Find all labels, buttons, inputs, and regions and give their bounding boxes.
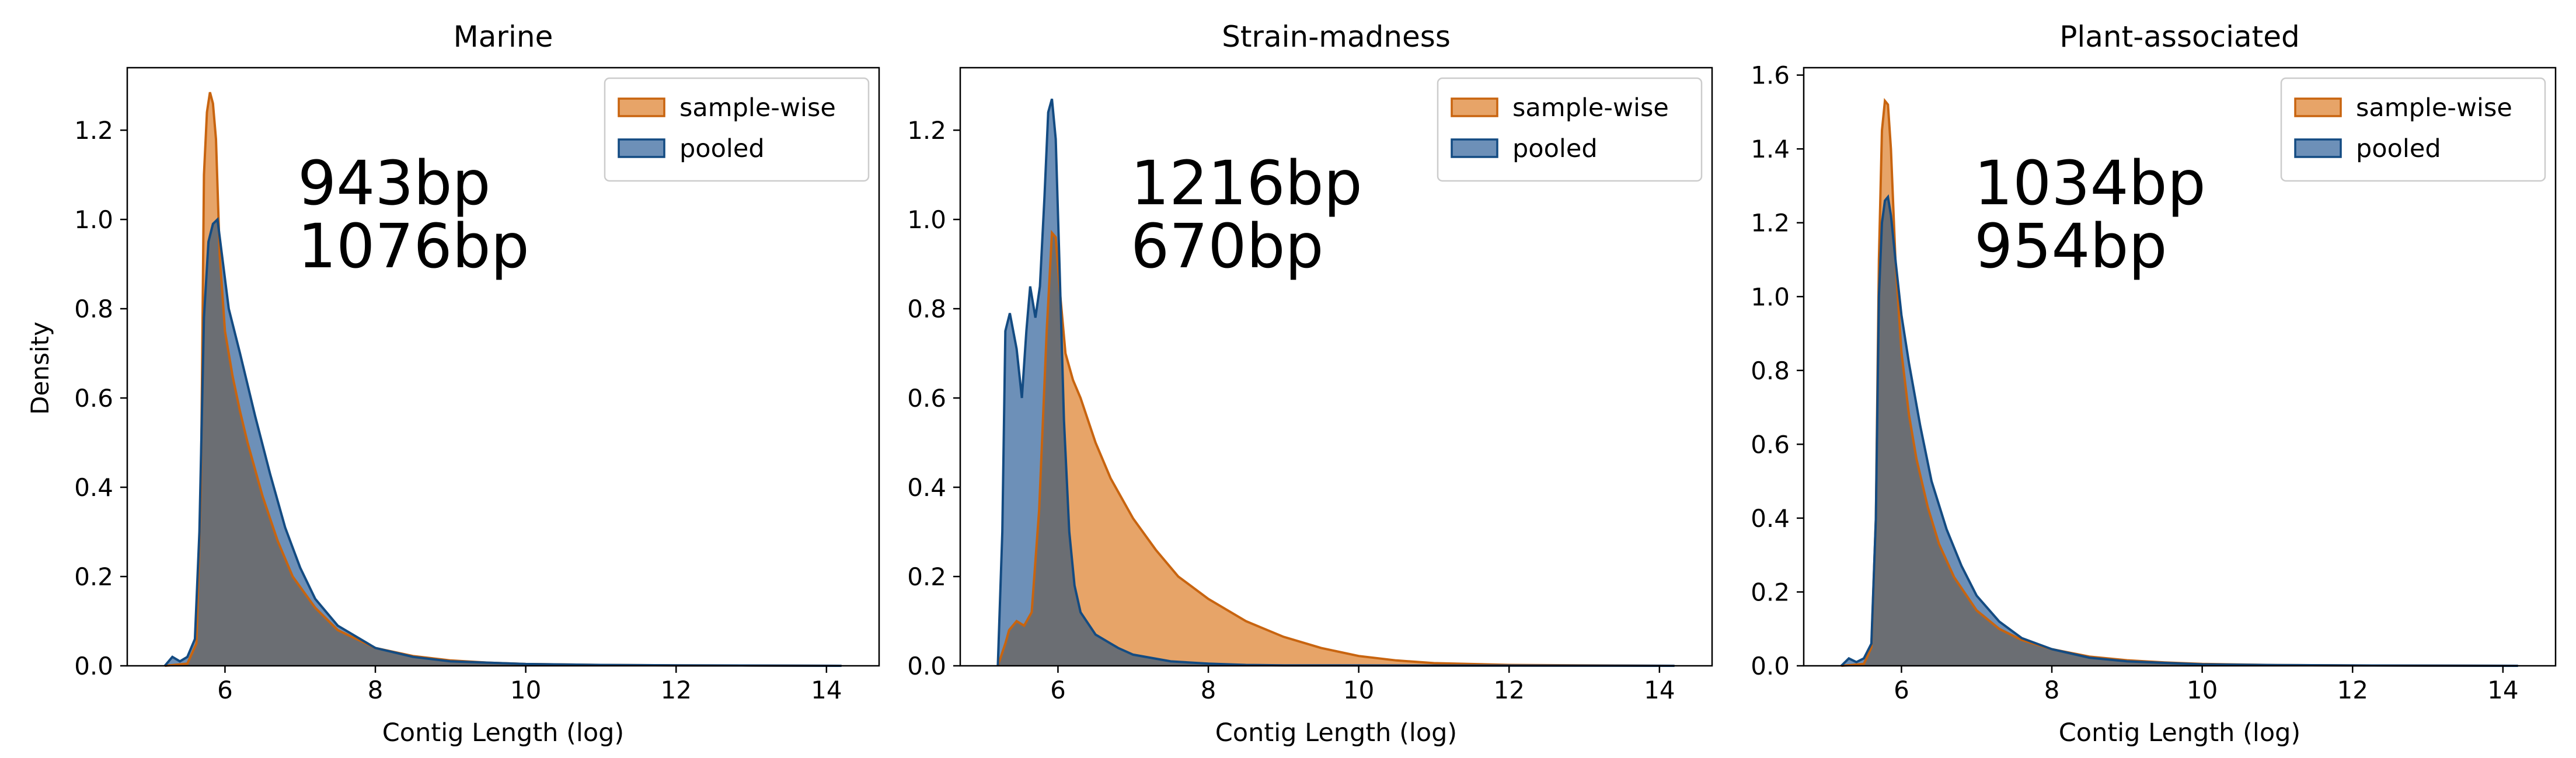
x-tick-label: 6: [1050, 676, 1066, 704]
overlap-area: [127, 219, 879, 666]
x-tick-label: 10: [1343, 676, 1374, 704]
sample-wise-annotation: 1216bp: [1131, 148, 1362, 219]
overlap-area: [960, 233, 1712, 666]
legend-sample-wise-label: sample-wise: [679, 93, 836, 123]
y-tick-label: 1.6: [1751, 61, 1790, 90]
pooled-annotation: 954bp: [1974, 211, 2167, 282]
y-tick-label: 1.2: [1751, 209, 1790, 237]
legend-sample-wise-swatch: [2294, 97, 2342, 117]
y-tick-label: 0.4: [907, 473, 946, 502]
y-tick-label: 0.8: [74, 295, 113, 323]
y-tick-label: 0.2: [74, 563, 113, 591]
panel-title: Plant-associated: [2059, 20, 2299, 54]
y-tick-label: 0.0: [1751, 652, 1790, 680]
x-tick-label: 6: [217, 676, 233, 704]
legend-sample-wise-label: sample-wise: [2356, 93, 2512, 123]
y-tick-label: 0.4: [1751, 504, 1790, 533]
y-tick-label: 1.4: [1751, 135, 1790, 163]
x-tick-label: 14: [1644, 676, 1675, 704]
sample-wise-line: [996, 229, 1675, 667]
y-tick-label: 0.8: [907, 295, 946, 323]
overlap-area: [1804, 197, 2556, 666]
pooled-annotation: 1076bp: [298, 211, 529, 282]
axes-frame: [959, 67, 1713, 667]
x-axis-label: Contig Length (log): [382, 718, 624, 747]
y-tick-label: 1.0: [907, 205, 946, 234]
legend-pooled-swatch: [618, 138, 665, 158]
x-tick-label: 12: [2337, 676, 2368, 704]
y-tick-label: 0.6: [74, 384, 113, 413]
axes-frame: [126, 67, 880, 667]
x-tick-label: 10: [2187, 676, 2218, 704]
sample-wise-annotation: 1034bp: [1974, 148, 2206, 219]
y-tick-label: 0.4: [74, 473, 113, 502]
pooled-line: [996, 98, 1675, 667]
panel-1: Marine 6 8 10 12 14 0.0 0.2 0.4 0.6 0.8 1.0 1.2 Conti…: [74, 20, 880, 747]
x-axis-label: Contig Length (log): [2059, 718, 2300, 747]
panel-3: Plant-associated 6 8 10 12 14 0.0 0.2 0.4 0.6 0.8 1…: [1751, 20, 2557, 747]
legend-pooled-swatch: [1451, 138, 1498, 158]
y-tick-label: 0.6: [1751, 430, 1790, 459]
legend: sample-wise pooled: [1437, 77, 1703, 182]
legend-pooled-label: pooled: [1512, 134, 1598, 163]
x-tick-label: 8: [1201, 676, 1216, 704]
x-axis-label: Contig Length (log): [1215, 718, 1457, 747]
y-tick-label: 1.0: [1751, 282, 1790, 311]
x-tick-label: 14: [2487, 676, 2518, 704]
y-tick-label: 0.0: [74, 652, 113, 680]
panel-title: Marine: [454, 20, 553, 54]
legend-sample-wise-swatch: [618, 97, 665, 117]
x-tick-label: 12: [661, 676, 692, 704]
y-tick-label: 1.2: [74, 116, 113, 145]
pooled-line: [1840, 194, 2518, 667]
legend-pooled-label: pooled: [679, 134, 765, 163]
x-tick-label: 8: [368, 676, 384, 704]
legend-sample-wise-swatch: [1451, 97, 1498, 117]
axes-frame: [1803, 67, 2557, 667]
y-tick-label: 1.2: [907, 116, 946, 145]
pooled-line: [163, 216, 842, 667]
panels: Marine 6 8 10 12 14 0.0 0.2 0.4 0.6 0.8 1.0 1.2 Conti…: [74, 20, 2557, 747]
legend-box: [1437, 77, 1703, 182]
y-tick-label: 0.8: [1751, 357, 1790, 385]
pooled-annotation: 670bp: [1131, 211, 1324, 282]
x-tick-label: 10: [510, 676, 541, 704]
legend-pooled-swatch: [2294, 138, 2342, 158]
legend-sample-wise-label: sample-wise: [1512, 93, 1669, 123]
legend-box: [2280, 77, 2546, 182]
panel-title: Strain-madness: [1222, 20, 1451, 54]
legend-pooled-label: pooled: [2356, 134, 2441, 163]
figure-ylabel: Density: [26, 322, 54, 415]
x-tick-label: 14: [811, 676, 842, 704]
panel-2: Strain-madness 6 8 10 12 14 0.0 0.2 0.4 0.6 0.8 1.0…: [907, 20, 1713, 747]
x-tick-label: 8: [2044, 676, 2060, 704]
legend: sample-wise pooled: [604, 77, 870, 182]
x-tick-label: 12: [1494, 676, 1525, 704]
legend: sample-wise pooled: [2280, 77, 2546, 182]
sample-wise-annotation: 943bp: [298, 148, 491, 219]
y-tick-label: 0.6: [907, 384, 946, 413]
y-tick-label: 1.0: [74, 205, 113, 234]
x-tick-label: 6: [1894, 676, 1909, 704]
y-tick-label: 0.0: [907, 652, 946, 680]
legend-box: [604, 77, 870, 182]
y-tick-label: 0.2: [1751, 578, 1790, 606]
y-tick-label: 0.2: [907, 563, 946, 591]
